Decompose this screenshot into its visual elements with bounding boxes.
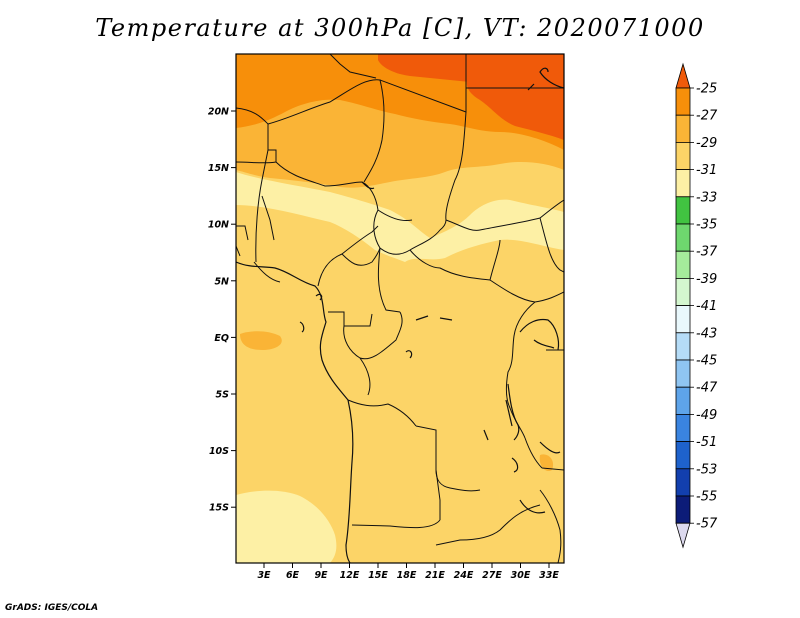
colorbar-label: -35 xyxy=(696,218,717,233)
lat-tick-label: 5S xyxy=(216,390,230,401)
colorbar-box xyxy=(675,114,691,143)
field-region-33-south xyxy=(236,490,337,563)
field-region-25-northeast xyxy=(466,54,564,140)
colorbar-box xyxy=(675,277,691,306)
colorbar-label: -31 xyxy=(696,163,717,178)
map-frame xyxy=(235,53,565,564)
country-borders xyxy=(236,54,564,563)
colorbar-box xyxy=(675,169,691,198)
colorbar: -25 -27 -29 -31 -33 -35 -37 -39 -41 -43 -45 -47 -49 -… xyxy=(675,62,718,549)
colorbar-box xyxy=(675,87,691,116)
temperature-field xyxy=(236,54,564,563)
colorbar-box xyxy=(675,223,691,252)
lat-tick-label: 10N xyxy=(208,220,229,231)
lon-tick-label: 9E xyxy=(314,570,328,581)
map-title: Temperature at 300hPa [C], VT: 202007100… xyxy=(95,14,705,42)
colorbar-box xyxy=(675,441,691,470)
colorbar-label: -49 xyxy=(696,408,717,423)
lon-tick-label: 33E xyxy=(539,570,559,581)
colorbar-top-triangle xyxy=(675,62,691,89)
field-region-25-north xyxy=(378,54,470,82)
colorbar-box xyxy=(675,141,691,170)
field-region-33-north xyxy=(236,172,564,262)
lat-tick-label: 10S xyxy=(209,446,229,457)
colorbar-box xyxy=(675,332,691,361)
lat-tick-label: 20N xyxy=(208,107,229,118)
lat-tick-label: 5N xyxy=(214,276,229,287)
colorbar-label: -39 xyxy=(696,272,717,287)
grads-credit: GrADS: IGES/COLA xyxy=(5,603,99,613)
colorbar-label: -33 xyxy=(696,190,717,205)
lon-tick-label: 6E xyxy=(286,570,300,581)
lon-tick-label: 15E xyxy=(368,570,388,581)
lat-tick-label: EQ xyxy=(214,333,229,344)
lon-tick-label: 21E xyxy=(425,570,445,581)
colorbar-box xyxy=(675,413,691,442)
lon-tick-label: 30E xyxy=(511,570,531,581)
colorbar-label: -43 xyxy=(696,326,717,341)
lon-tick-label: 18E xyxy=(397,570,417,581)
colorbar-label: -47 xyxy=(696,381,718,396)
colorbar-box xyxy=(675,359,691,388)
lon-tick-label: 27E xyxy=(482,570,502,581)
colorbar-box xyxy=(675,386,691,415)
colorbar-box xyxy=(675,305,691,334)
field-region-29-east xyxy=(539,454,554,472)
lon-tick-label: 24E xyxy=(454,570,474,581)
colorbar-label: -29 xyxy=(696,136,717,151)
colorbar-label: -53 xyxy=(696,462,717,477)
colorbar-label: -25 xyxy=(696,82,717,97)
lon-tick-label: 12E xyxy=(340,570,360,581)
longitude-axis: 3E 6E 9E 12E 15E 18E 21E 24E 27E 30E 33E xyxy=(257,563,559,581)
colorbar-label: -41 xyxy=(696,299,717,314)
colorbar-bottom-triangle xyxy=(675,522,691,549)
lon-tick-label: 3E xyxy=(257,570,271,581)
colorbar-box xyxy=(675,196,691,225)
latitude-axis: 20N 15N 10N 5N EQ 5S 10S 15S xyxy=(208,107,236,514)
colorbar-label: -37 xyxy=(696,245,718,260)
colorbar-label: -57 xyxy=(696,517,718,532)
colorbar-label: -51 xyxy=(696,435,717,450)
colorbar-label: -45 xyxy=(696,354,717,369)
field-region-29-equator xyxy=(240,331,282,350)
lat-tick-label: 15S xyxy=(209,503,229,514)
colorbar-box xyxy=(675,495,691,524)
colorbar-label: -27 xyxy=(696,109,718,124)
colorbar-box xyxy=(675,468,691,497)
colorbar-label: -55 xyxy=(696,490,717,505)
colorbar-box xyxy=(675,250,691,279)
lat-tick-label: 15N xyxy=(208,163,229,174)
